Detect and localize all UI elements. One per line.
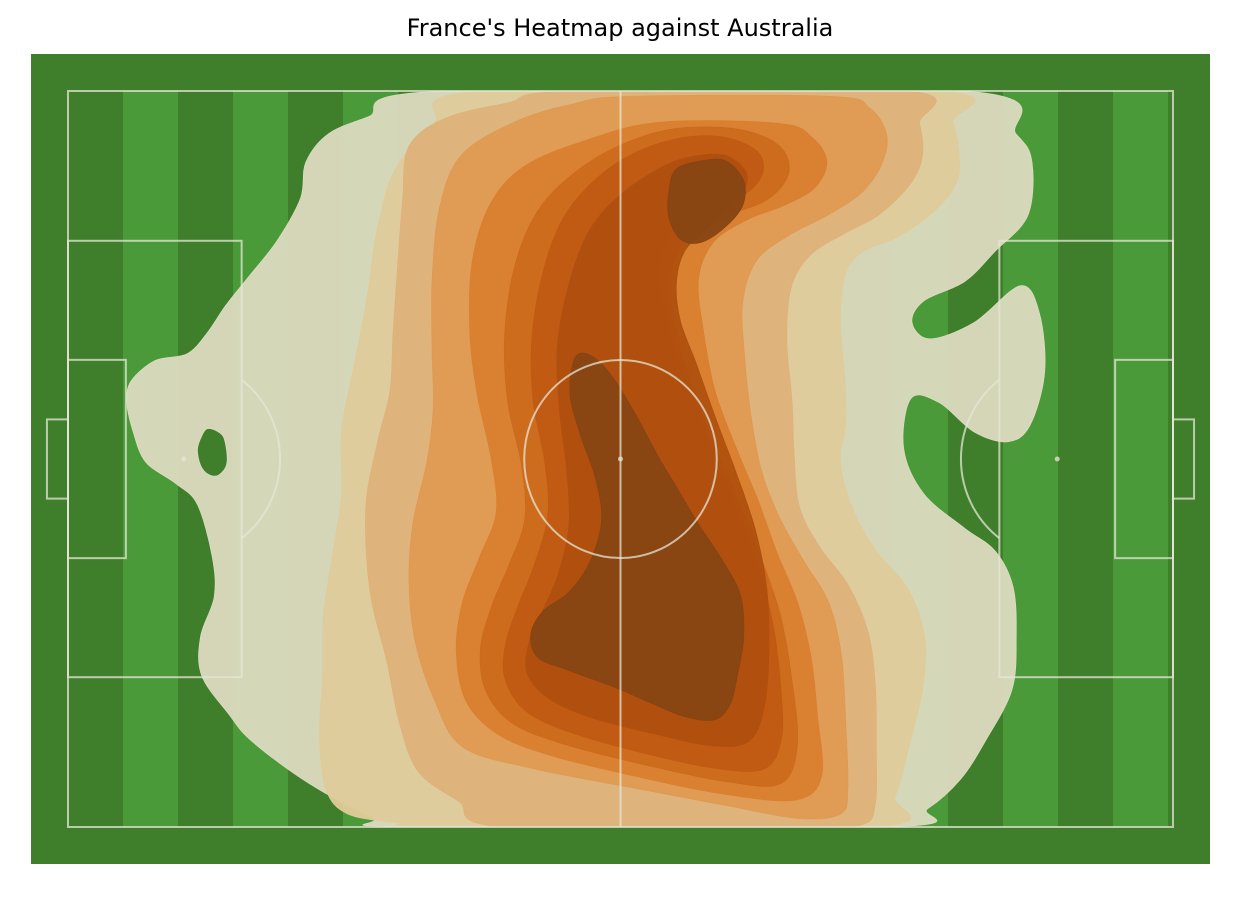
heatmap-contours — [126, 91, 1046, 827]
right-goal — [1172, 418, 1196, 500]
grass-stripe — [68, 91, 123, 827]
grass-stripe — [1113, 91, 1168, 827]
pitch-svg — [31, 54, 1210, 864]
right-penalty-spot — [1054, 456, 1060, 462]
left-penalty-spot — [181, 456, 187, 462]
heatmap-level-9 — [530, 158, 746, 721]
left-goal — [45, 418, 69, 500]
pitch — [31, 54, 1210, 864]
chart-title: France's Heatmap against Australia — [406, 14, 834, 42]
heatmap-levels — [126, 91, 1046, 827]
right-penalty-arc — [960, 379, 1000, 539]
grass-stripe — [1058, 91, 1113, 827]
grass-stripe — [1168, 91, 1173, 827]
pitch-markings — [45, 90, 1196, 828]
centre-spot — [618, 456, 623, 462]
left-penalty-arc — [241, 379, 281, 539]
centre-circle — [523, 358, 718, 560]
